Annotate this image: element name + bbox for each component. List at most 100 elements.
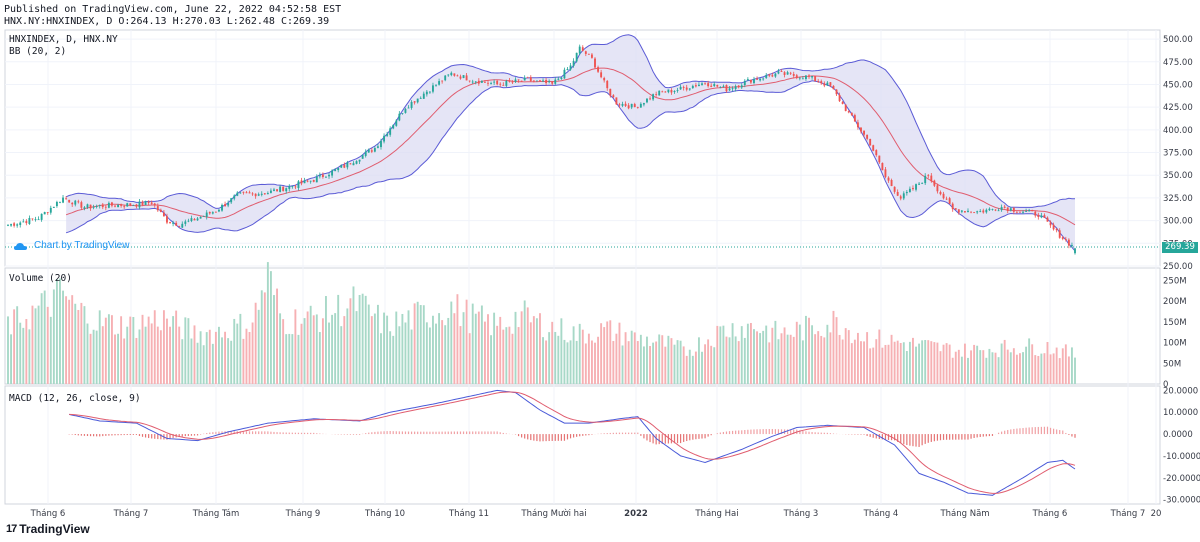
volume-bar [89, 333, 92, 384]
volume-bar [95, 330, 98, 384]
macd-histogram-bar [93, 434, 95, 437]
macd-histogram-bar [420, 431, 422, 435]
candle-body [896, 191, 899, 196]
volume-bar [380, 333, 382, 384]
volume-bar [936, 342, 939, 384]
macd-histogram-bar [303, 432, 306, 435]
volume-bar [1061, 348, 1064, 384]
volume-bar [153, 310, 156, 384]
candle-body [743, 80, 746, 86]
volume-bar [743, 337, 746, 384]
candle-body [933, 180, 936, 186]
macd-histogram-bar [300, 432, 303, 435]
volume-tick-label: 200M [1163, 297, 1187, 307]
macd-histogram-bar [600, 433, 602, 435]
macd-histogram-bar [536, 434, 538, 442]
macd-histogram-bar [1007, 429, 1009, 435]
volume-bar [560, 318, 563, 384]
macd-histogram-bar [456, 431, 459, 435]
volume-bar [404, 322, 407, 384]
brand-name: TradingView [19, 522, 90, 536]
candle-body [1006, 207, 1009, 211]
macd-histogram-bar [710, 434, 712, 436]
volume-bar [954, 351, 957, 384]
candle-body [936, 185, 939, 192]
macd-histogram-bar [481, 431, 483, 435]
candle-body [355, 161, 358, 164]
macd-histogram-bar [438, 431, 440, 435]
tradingview-brand[interactable]: 17 TradingView [6, 522, 90, 536]
candlesticks [7, 44, 1076, 255]
volume-bar [273, 295, 275, 384]
candle-body [236, 192, 239, 196]
candle-body [230, 198, 233, 203]
volume-bar [34, 308, 37, 384]
volume-bar [896, 340, 899, 384]
macd-histogram-bar [964, 434, 966, 440]
volume-bar [120, 316, 123, 384]
macd-histogram-bar [230, 431, 232, 435]
macd-histogram-bar [206, 433, 208, 435]
candle-body [438, 81, 441, 85]
volume-bar [126, 326, 129, 384]
volume-bar [792, 336, 795, 384]
candle-body [529, 77, 532, 81]
candle-body [618, 104, 621, 106]
volume-bar [532, 316, 535, 384]
volume-bar [28, 329, 31, 384]
candle-body [511, 81, 514, 83]
macd-histogram-bar [1010, 429, 1012, 435]
volume-bar [230, 340, 233, 384]
volume-bar [820, 335, 823, 384]
volume-bar [893, 341, 896, 384]
volume-bar [355, 311, 358, 384]
volume-bar [847, 330, 850, 384]
candle-body [878, 155, 881, 163]
volume-bar [801, 340, 804, 384]
volume-bar [83, 306, 86, 384]
time-tick-label: Tháng 3 [783, 509, 819, 519]
volume-bar [661, 335, 664, 384]
volume-bar [474, 313, 477, 384]
volume-bar [658, 334, 661, 384]
volume-bar [575, 340, 578, 384]
chart-by-tradingview[interactable]: Chart by TradingView [14, 240, 129, 251]
volume-bar [609, 320, 612, 384]
macd-histogram-bar [661, 434, 663, 444]
volume-bar [569, 340, 572, 384]
volume-bar [872, 347, 875, 384]
volume-bar [1034, 355, 1037, 384]
volume-bar [1025, 346, 1028, 384]
candle-body [444, 75, 447, 81]
macd-histogram-bar [108, 434, 110, 436]
volume-bar [508, 326, 511, 384]
macd-histogram-bar [264, 431, 266, 435]
candle-body [633, 104, 636, 108]
volume-bar [297, 334, 300, 384]
candle-body [211, 212, 214, 214]
volume-bar [211, 343, 214, 384]
volume-bar [1067, 356, 1070, 384]
volume-bar [395, 311, 398, 384]
macd-histogram-bar [872, 434, 874, 438]
candle-body [826, 82, 829, 86]
volume-bar [713, 347, 716, 384]
macd-histogram-bar [310, 432, 312, 435]
candle-body [939, 192, 942, 195]
volume-bar [1043, 353, 1046, 384]
candle-body [251, 193, 254, 195]
candle-body [447, 74, 450, 76]
volume-bar [499, 316, 502, 384]
candle-body [123, 206, 126, 208]
candle-body [673, 90, 676, 92]
candle-body [7, 225, 9, 227]
volume-bar [780, 333, 783, 384]
volume-bar [572, 326, 575, 384]
candle-body [74, 200, 77, 205]
candle-body [315, 176, 318, 183]
volume-bar [86, 323, 89, 384]
volume-bar [597, 336, 600, 384]
candle-body [89, 204, 92, 209]
volume-bar [71, 295, 74, 384]
